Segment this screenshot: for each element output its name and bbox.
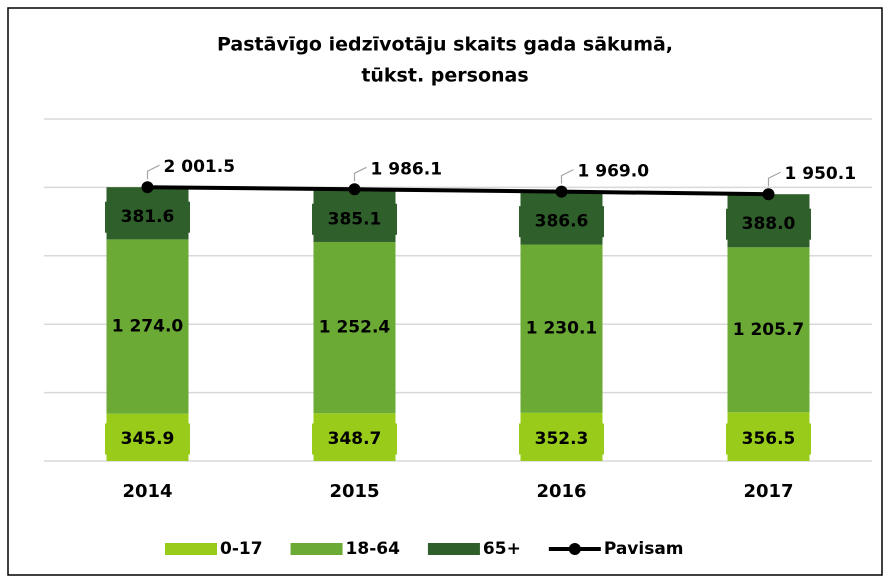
data-label: 348.7	[328, 429, 382, 449]
data-label: 345.9	[121, 429, 175, 449]
data-label: 1 205.7	[733, 320, 805, 340]
legend-swatch	[427, 543, 480, 555]
label-leader	[767, 171, 781, 187]
x-tick-label: 2014	[122, 481, 172, 502]
data-label-box	[105, 201, 190, 233]
total-point	[348, 183, 361, 196]
data-label-box	[312, 423, 397, 455]
data-label: 381.6	[121, 207, 175, 227]
legend-label: 18-64	[346, 539, 401, 559]
data-label-box	[519, 423, 604, 455]
x-tick-label: 2015	[329, 481, 379, 502]
data-label: 388.0	[742, 214, 796, 234]
x-tick-label: 2017	[743, 481, 793, 502]
data-label: 386.6	[535, 212, 589, 232]
data-label: 385.1	[328, 209, 382, 229]
data-label-box	[519, 206, 604, 238]
data-label-box	[726, 208, 811, 240]
chart-title: Pastāvīgo iedzīvotāju skaits gada sākumā…	[217, 34, 673, 56]
bar-segment	[313, 241, 396, 414]
data-label: 1 274.0	[112, 317, 184, 337]
bar-segment	[727, 247, 810, 413]
legend-marker	[568, 543, 581, 555]
data-label: 1 252.4	[319, 318, 391, 338]
legend-label: 65+	[483, 539, 521, 559]
legend-swatch	[290, 543, 343, 555]
bar-segment	[520, 244, 603, 413]
total-point	[141, 181, 154, 194]
total-point	[762, 188, 775, 201]
data-label-box	[726, 423, 811, 455]
data-label: 356.5	[742, 429, 796, 449]
data-label: 1 986.1	[371, 159, 443, 179]
legend-label: Pavisam	[604, 539, 684, 559]
chart-subtitle: tūkst. personas	[361, 65, 528, 87]
label-leader	[353, 166, 367, 182]
data-label: 2 001.5	[164, 157, 236, 177]
total-point	[555, 185, 568, 198]
total-line	[147, 185, 769, 197]
data-label: 352.3	[535, 429, 589, 449]
legend-label: 0-17	[220, 539, 263, 559]
legend-swatch	[165, 543, 217, 555]
label-leader	[146, 164, 160, 180]
data-label: 1 950.1	[785, 164, 857, 184]
data-label-box	[312, 203, 397, 235]
data-label: 1 230.1	[526, 319, 598, 339]
x-tick-label: 2016	[536, 481, 586, 502]
label-leader	[560, 169, 574, 184]
data-label: 1 969.0	[578, 162, 650, 182]
data-label-box	[105, 423, 190, 455]
bar-segment	[106, 239, 189, 414]
